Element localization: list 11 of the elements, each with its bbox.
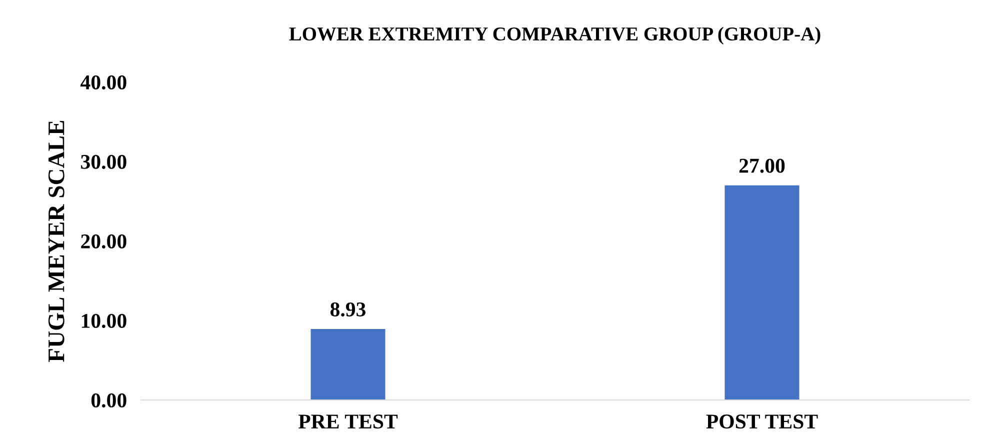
y-tick-label: 30.00 — [81, 154, 126, 170]
data-label: 8.93 — [330, 302, 366, 317]
x-tick-label: PRE TEST — [298, 414, 398, 429]
y-tick-label: 20.00 — [81, 234, 126, 249]
chart-title: LOWER EXTREMITY COMPARATIVE GROUP (GROUP-A) — [289, 26, 820, 44]
y-tick-label: 40.00 — [80, 75, 126, 90]
x-tick-label: POST TEST — [706, 414, 818, 429]
y-tick-label: 0.00 — [91, 393, 126, 408]
y-tick-label: 10.00 — [82, 314, 126, 328]
y-axis-title: FUGL MEYER SCALE — [48, 120, 64, 362]
data-label: 27.00 — [739, 158, 785, 173]
